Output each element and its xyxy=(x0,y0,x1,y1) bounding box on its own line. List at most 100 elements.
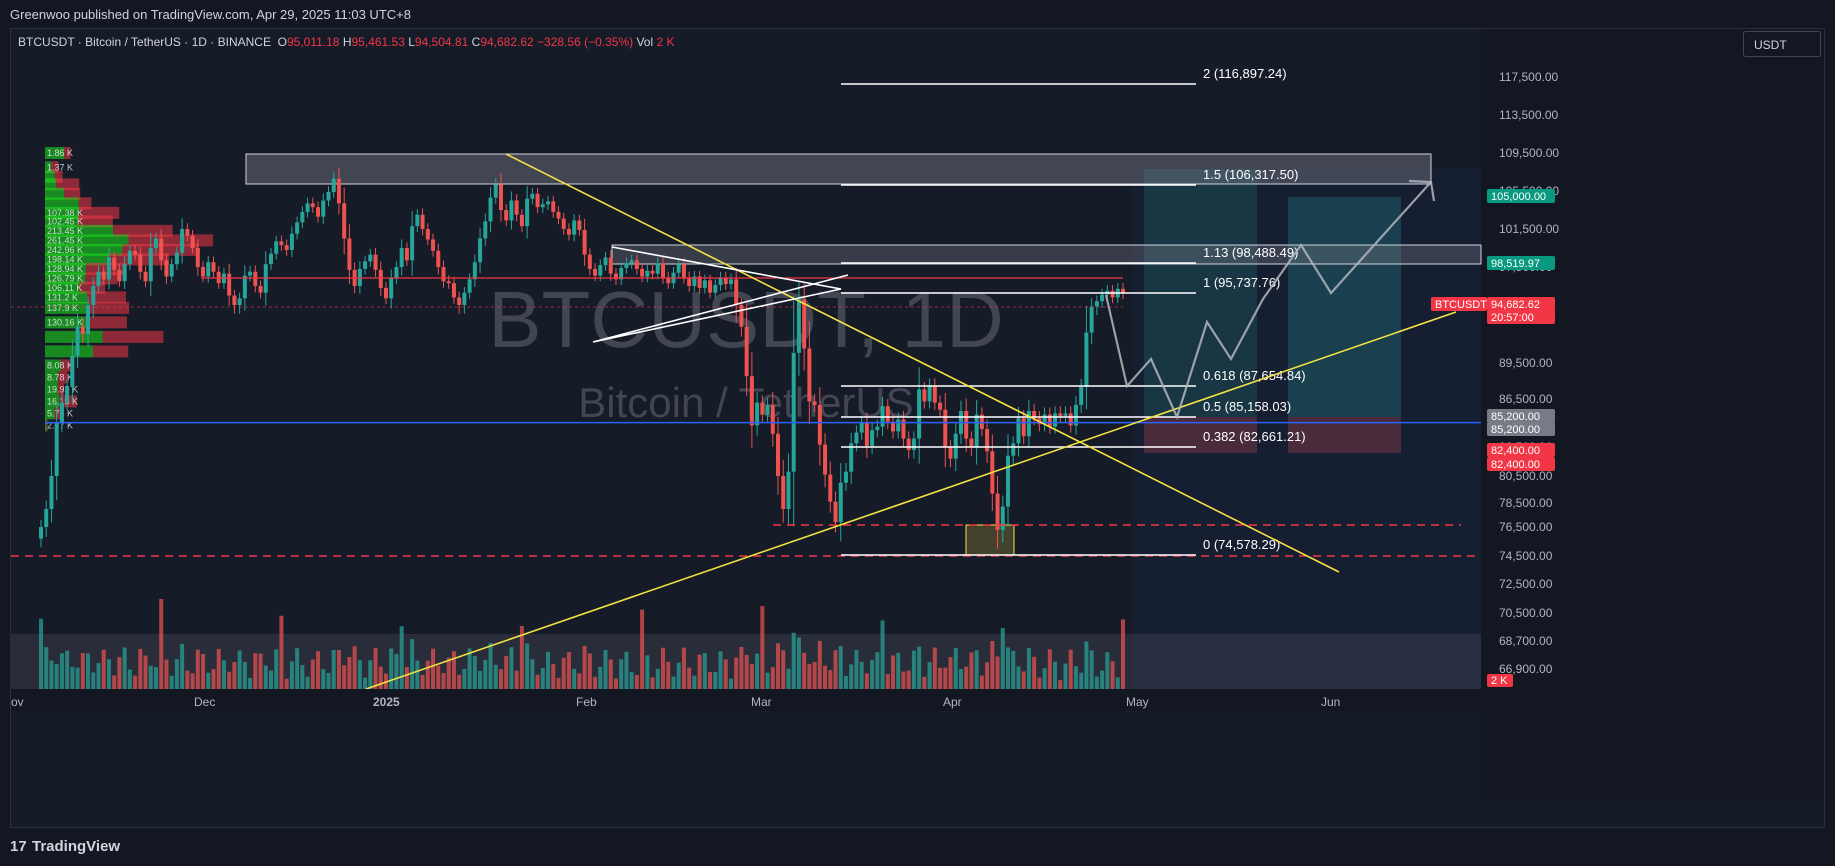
candle-body xyxy=(613,273,618,280)
symbol-name[interactable]: BTCUSDT · Bitcoin / TetherUS · 1D · BINA… xyxy=(18,35,271,49)
volume-bar xyxy=(436,665,441,689)
candle-body xyxy=(833,501,838,523)
price-label-bg xyxy=(1487,256,1555,270)
fib-label: 0 (74,578.29) xyxy=(1203,537,1280,552)
candle-body xyxy=(383,287,388,299)
candle-body xyxy=(195,248,200,267)
candle-body xyxy=(870,430,875,446)
volume-bar xyxy=(744,654,749,689)
candle-body xyxy=(749,376,754,426)
candle-body xyxy=(1079,387,1084,405)
vol-value: 2 K xyxy=(656,35,675,49)
candle-body xyxy=(1032,411,1037,419)
chart-frame[interactable]: 1.86 K 1.37 K 107.38 K 102.45 K 213.45 K 261.… xyxy=(10,28,1825,828)
candle-body xyxy=(551,201,556,212)
candle-body xyxy=(608,257,613,274)
volume-bar xyxy=(661,647,666,689)
volume-bar xyxy=(352,646,357,689)
volume-bar xyxy=(817,640,822,689)
volume-bar xyxy=(708,672,713,689)
fib-label: 1.13 (98,488.49) xyxy=(1203,245,1298,260)
volume-bar xyxy=(164,659,169,689)
vp-up-bar xyxy=(45,147,65,159)
candle-body xyxy=(681,264,686,278)
volume-bar xyxy=(843,675,848,689)
candle-body xyxy=(587,254,592,269)
volume-bar xyxy=(953,648,958,689)
vp-label: 106.11 K xyxy=(47,283,82,293)
volume-bar xyxy=(634,675,639,689)
candle-body xyxy=(75,326,80,356)
volume-bar xyxy=(91,672,96,689)
candle-body xyxy=(781,476,786,509)
price-tick: 101,500.00 xyxy=(1499,222,1559,236)
candle-body xyxy=(666,277,671,284)
candle-body xyxy=(849,443,854,472)
time-tick: Apr xyxy=(943,695,962,709)
candle-body xyxy=(498,184,503,210)
volume-bar xyxy=(342,665,347,689)
volume-bar xyxy=(514,670,519,689)
candle-body xyxy=(122,264,127,282)
vp-down-bar xyxy=(57,371,68,384)
vp-down-bar xyxy=(46,419,48,432)
candle-body xyxy=(791,352,796,472)
candle-body xyxy=(922,389,927,402)
price-label-bg xyxy=(1487,189,1555,203)
candle-body xyxy=(802,299,807,349)
candle-body xyxy=(854,432,859,444)
vp-down-bar xyxy=(86,316,127,329)
candle-body xyxy=(713,285,718,293)
vp-up-bar xyxy=(45,243,123,256)
volume-bar xyxy=(1121,619,1125,689)
triangle-pattern xyxy=(592,246,849,343)
volume-bar xyxy=(300,665,305,689)
volume-bar xyxy=(943,667,948,689)
candle-body xyxy=(1100,294,1105,302)
volume-bar xyxy=(425,660,430,689)
candle-body xyxy=(180,229,185,253)
volume-bar xyxy=(1105,652,1110,689)
candle-body xyxy=(582,229,587,255)
price-label-bg xyxy=(1487,297,1555,311)
volume-bar xyxy=(587,653,592,689)
vp-label: 102.45 K xyxy=(47,216,83,226)
watermark-name: Bitcoin / TetherUS xyxy=(578,379,913,426)
volume-bar xyxy=(556,677,561,689)
vp-down-bar xyxy=(102,330,164,343)
volume-bar xyxy=(410,639,415,689)
candle-body xyxy=(336,178,341,204)
volume-bar xyxy=(326,672,331,689)
candle-body xyxy=(1053,413,1058,427)
volume-bar xyxy=(1089,650,1094,689)
candle-body xyxy=(404,248,409,261)
price-tick: 66,900.00 xyxy=(1499,662,1553,676)
candle-body xyxy=(603,257,608,266)
volume-bar xyxy=(807,664,812,689)
volume-bar xyxy=(770,667,775,689)
vp-label: 1.37 K xyxy=(47,162,73,172)
price-label-text: 94,682.62 xyxy=(1491,299,1540,311)
publish-header: Greenwoo published on TradingView.com, A… xyxy=(0,0,1835,28)
candle-body xyxy=(561,218,566,229)
candle-body xyxy=(368,254,373,262)
candle-body xyxy=(1006,455,1011,507)
candle-body xyxy=(593,268,598,276)
candle-body xyxy=(363,261,368,269)
vp-up-bar xyxy=(45,281,79,294)
volume-bar xyxy=(206,672,211,689)
volume-bar xyxy=(237,650,242,689)
footer-brand[interactable]: TradingView xyxy=(32,838,121,855)
candle-body xyxy=(896,419,901,432)
price-tick: 86,500.00 xyxy=(1499,392,1553,406)
candle-body xyxy=(478,238,483,263)
volume-bar xyxy=(791,632,796,689)
currency-selector[interactable]: USDT xyxy=(1743,31,1821,57)
candle-body xyxy=(284,245,289,250)
volume-bar xyxy=(363,677,368,689)
candle-body xyxy=(268,253,273,265)
tradingview-logo-icon[interactable]: 17 xyxy=(10,838,27,855)
volume-bar xyxy=(697,654,702,689)
candle-body xyxy=(431,239,436,251)
